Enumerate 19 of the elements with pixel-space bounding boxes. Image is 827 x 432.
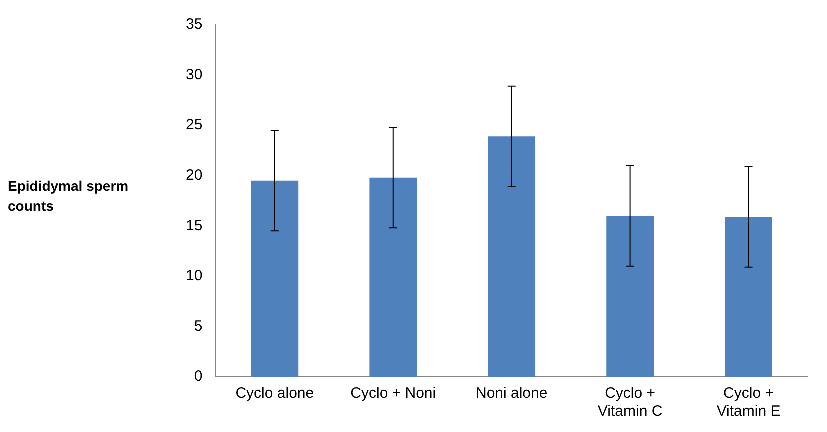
x-tick-label: Cyclo + Vitamin C (598, 385, 663, 420)
x-tick-label: Cyclo + Noni (350, 385, 436, 402)
y-tick-label: 30 (186, 66, 203, 84)
y-tick-label: 0 (194, 368, 203, 386)
bar (251, 180, 299, 377)
y-tick-label: 35 (186, 16, 203, 34)
x-tick-label: Cyclo alone (236, 385, 314, 402)
x-tick-label: Noni alone (476, 385, 548, 402)
y-tick-label: 15 (186, 217, 203, 234)
bar (488, 136, 536, 377)
y-tick-label: 5 (194, 318, 203, 335)
x-tick-label: Cyclo + Vitamin E (716, 385, 781, 420)
y-tick-label: 10 (186, 268, 203, 285)
y-tick-label: 20 (186, 167, 203, 184)
bar (370, 178, 418, 377)
y-axis-title: Epididymal sperm counts (8, 177, 130, 216)
y-tick-label: 25 (186, 116, 203, 134)
bar (606, 216, 654, 377)
bar (725, 217, 772, 377)
